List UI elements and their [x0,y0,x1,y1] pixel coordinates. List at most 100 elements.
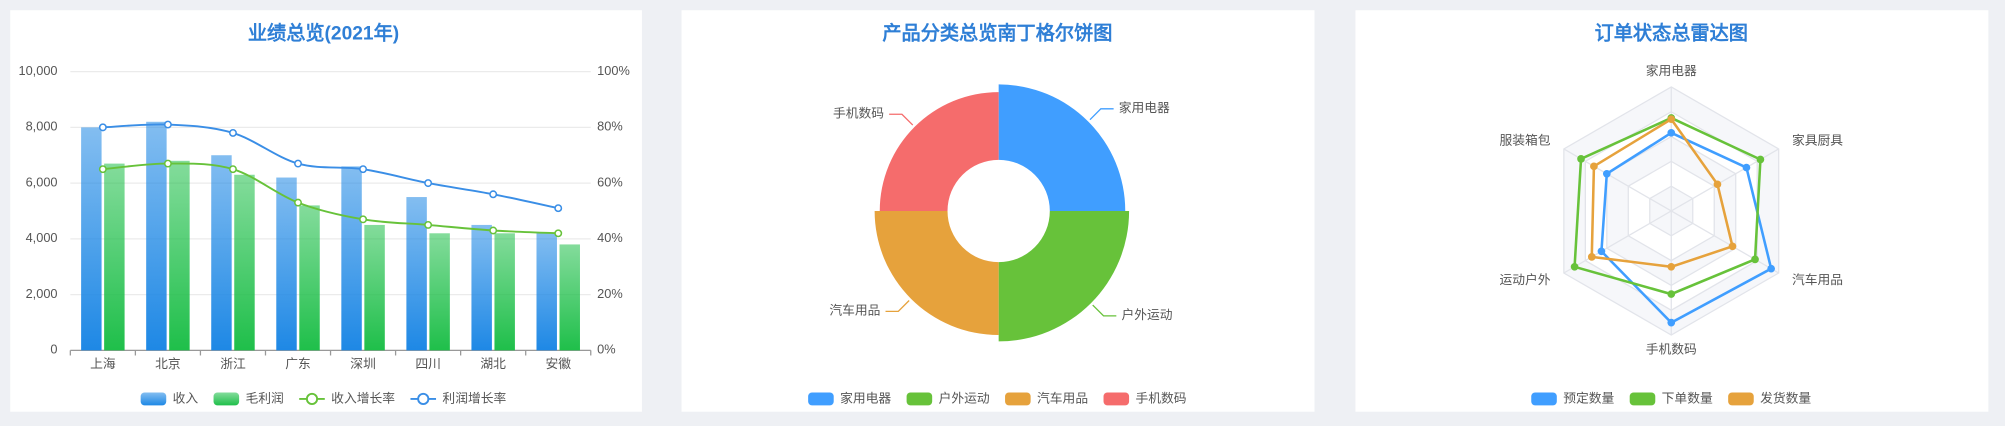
legend-icon [417,392,430,406]
y2-tick-label: 100% [597,63,630,78]
legend-icon [1005,392,1031,406]
point [1667,290,1676,298]
indicator-label: 汽车用品 [1792,272,1843,287]
legend-label: 汽车用品 [1037,390,1088,405]
leader-line [1092,304,1117,317]
point [1577,155,1585,163]
point [1728,242,1737,251]
y2-tick-label: 60% [597,174,623,189]
x-tick-label: 湖北 [480,356,506,371]
x-tick-label: 安徽 [545,356,571,371]
legend-icon [140,392,167,406]
bar [234,174,255,351]
bar [169,160,190,351]
legend-label: 收入 [173,390,199,405]
point [489,226,498,235]
legend-label: 手机数码 [1135,390,1186,405]
line [102,123,559,210]
leader-line [1089,108,1114,121]
x-tick-label: 四川 [415,356,441,371]
sector [879,92,999,211]
y2-tick-label: 20% [597,286,623,301]
chart-title: 订单状态总雷达图 [1595,22,1748,45]
line [102,162,559,235]
y2-tick-label: 0% [597,342,615,357]
point [1667,129,1676,137]
chart-title: 业绩总览(2021年) [248,22,399,45]
point [228,165,237,174]
point [1742,163,1751,172]
chart-title: 产品分类总览南丁格尔饼图 [882,22,1112,45]
point [554,229,563,238]
bar [146,121,167,351]
legend-label: 利润增长率 [442,390,506,405]
point [98,123,107,132]
indicator-label: 服装箱包 [1499,133,1550,148]
y-tick-label: 8,000 [26,119,58,134]
legend-icon [1531,392,1557,406]
indicator-label: 家具厨具 [1792,133,1843,148]
point [294,159,302,168]
x-tick-label: 广东 [285,356,311,371]
x-tick-label: 深圳 [350,356,376,371]
y-tick-label: 6,000 [26,174,58,189]
point [228,128,237,137]
slice-label: 手机数码 [833,106,884,121]
sector [874,210,999,336]
x-tick-label: 浙江 [220,356,246,371]
point [1667,318,1676,327]
y-tick-label: 4,000 [26,230,58,245]
panel [681,10,1315,412]
radar-spoke [1670,210,1779,274]
bar [494,233,515,351]
bar [299,205,320,351]
bar [429,233,450,351]
legend-label: 户外运动 [939,390,990,405]
y2-tick-label: 40% [597,230,623,245]
y-tick-label: 0 [50,342,57,357]
point [554,204,563,213]
leader-line [889,113,914,126]
bar [471,224,492,351]
bar [211,155,232,351]
bar [559,244,580,351]
bar [81,127,102,351]
point [163,159,172,168]
slice-label: 家用电器 [1119,100,1170,115]
legend-icon [808,392,834,406]
point [489,190,498,199]
legend-icon [1103,392,1130,406]
legend-label: 下单数量 [1662,390,1713,405]
legend-label: 家用电器 [840,390,891,405]
point [1597,247,1606,256]
legend-label: 收入增长率 [331,390,395,405]
point [424,179,433,188]
point [1667,115,1676,124]
point [1713,180,1722,189]
bar [536,233,557,351]
legend-label: 发货数量 [1760,390,1811,405]
y2-tick-label: 80% [597,119,623,134]
bar [364,224,385,351]
point [1570,262,1579,271]
point [294,198,302,207]
indicator-label: 家用电器 [1646,63,1697,78]
legend-icon [305,392,319,406]
point [1751,255,1759,264]
sector [998,210,1130,342]
radar-spoke [1563,210,1672,274]
point [1587,253,1596,261]
indicator-label: 手机数码 [1646,342,1697,357]
legend-label: 毛利润 [246,390,284,405]
bar [406,197,427,351]
point [1756,155,1765,164]
bar [104,163,125,351]
point [1602,169,1611,178]
legend-icon [1728,392,1754,406]
y-tick-label: 2,000 [26,286,58,301]
point [1667,262,1676,271]
x-tick-label: 上海 [90,356,116,371]
indicator-label: 运动户外 [1499,272,1550,287]
